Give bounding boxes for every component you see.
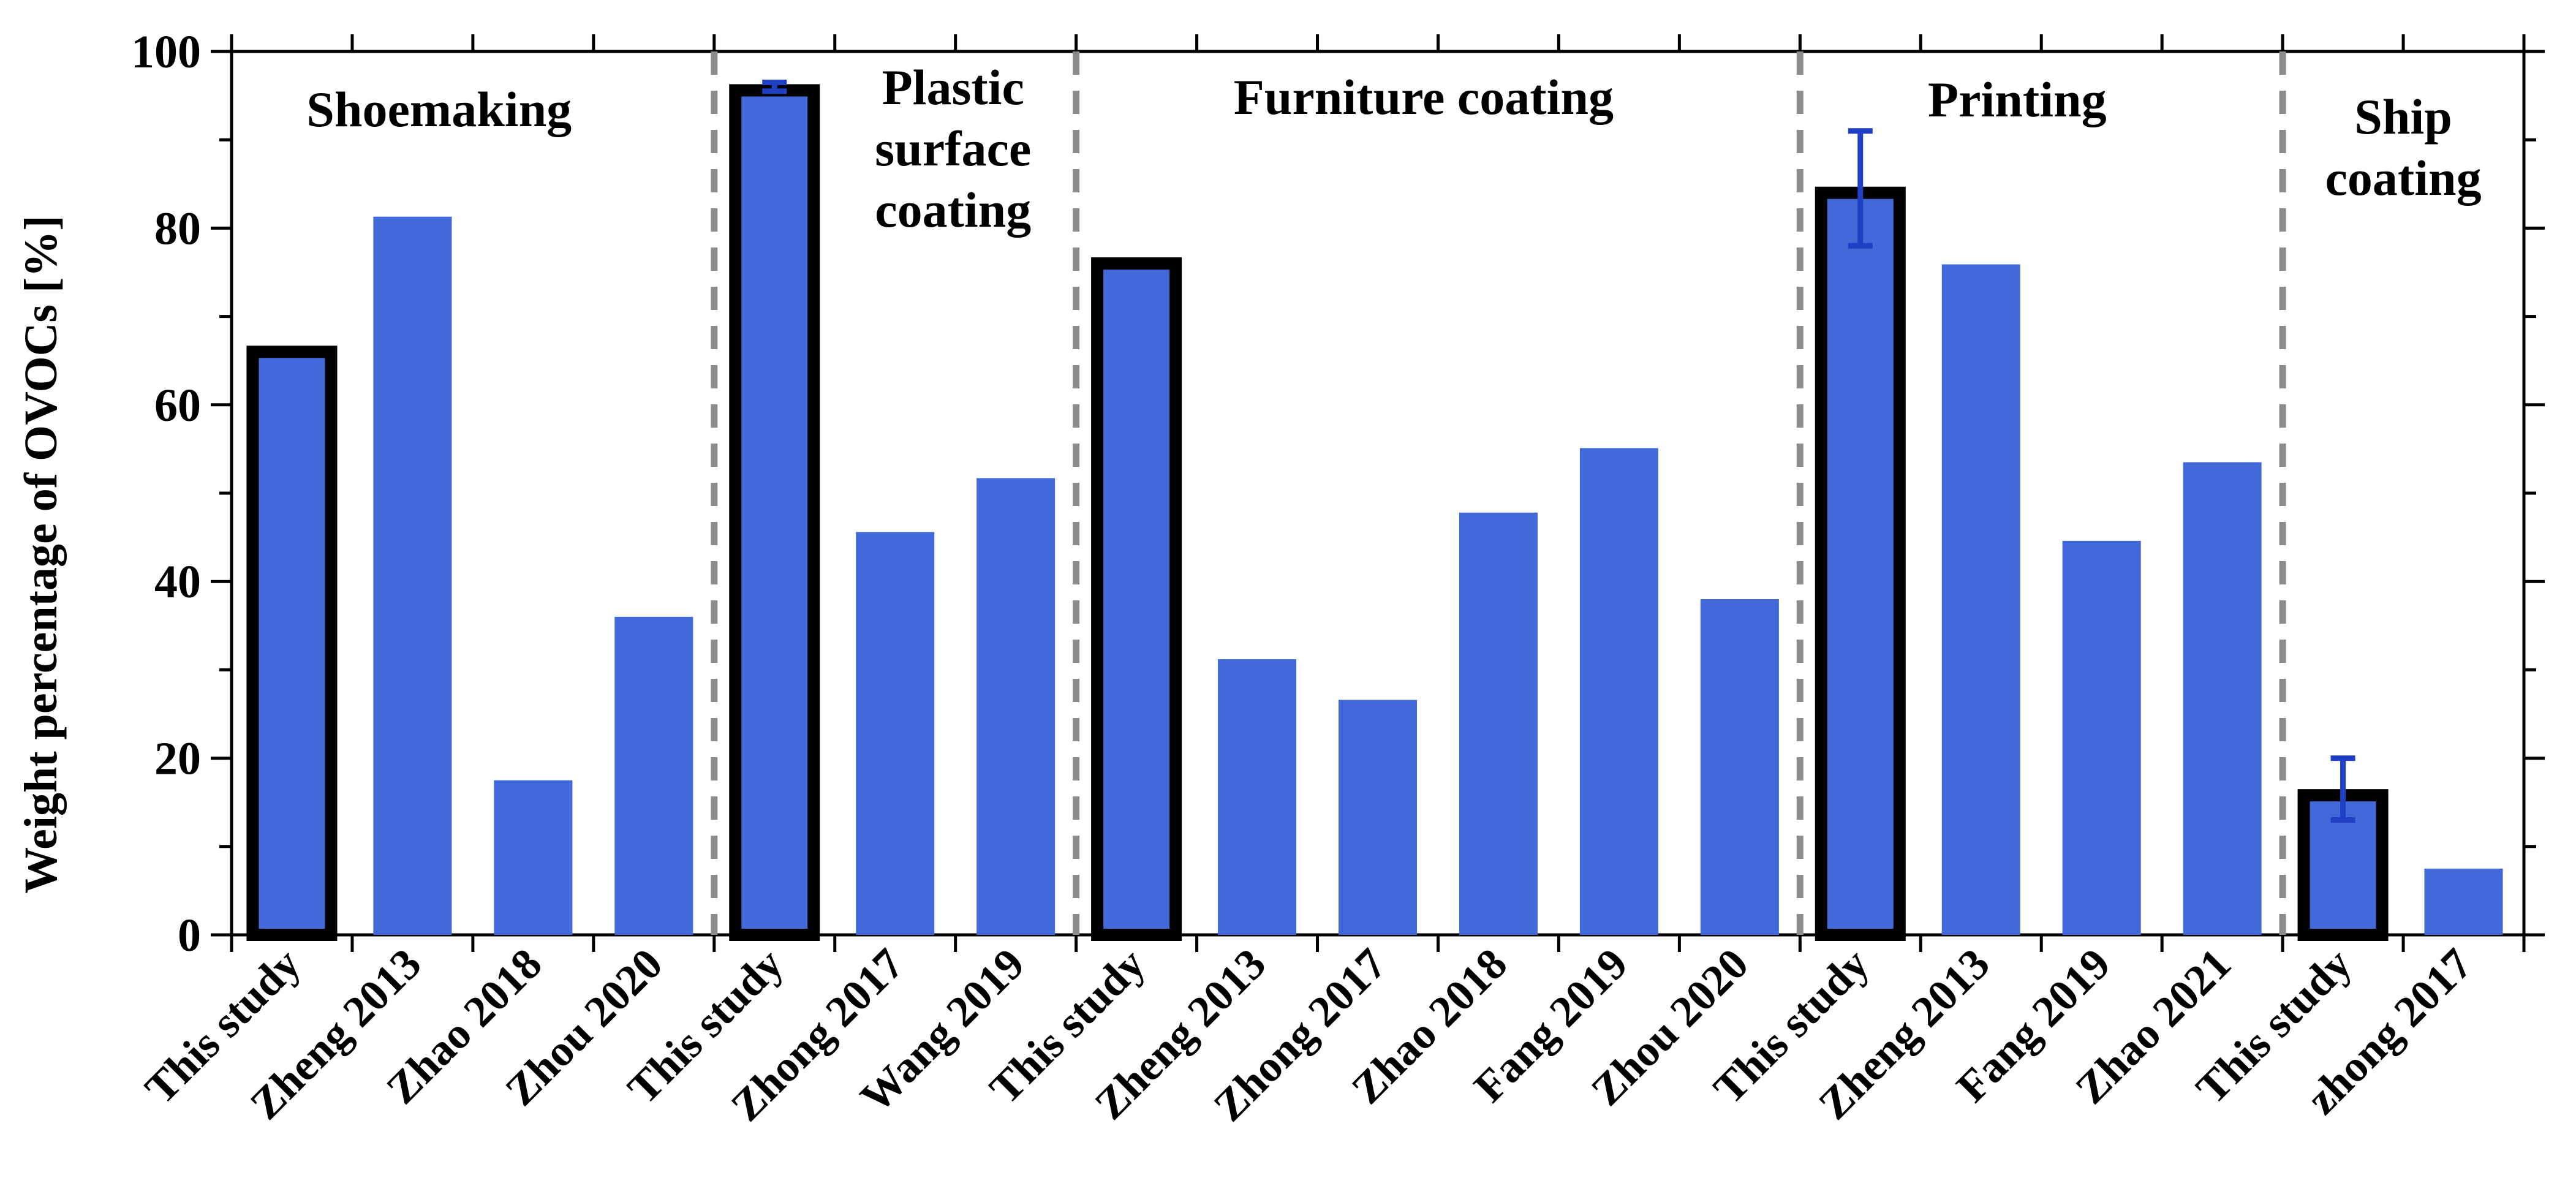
bar <box>2424 868 2503 935</box>
bar <box>494 780 573 935</box>
bar <box>1338 700 1418 935</box>
y-tick-label: 80 <box>154 203 201 254</box>
group-label: Furniture coating <box>1234 69 1614 125</box>
group-label: Ship <box>2354 89 2452 145</box>
bar-this-study <box>729 84 820 941</box>
bar <box>2062 540 2141 935</box>
group-label: coating <box>2325 150 2482 206</box>
group-label: coating <box>875 182 1031 238</box>
bar <box>1700 599 1779 935</box>
bar <box>2183 462 2262 935</box>
group-label: Printing <box>1928 72 2107 127</box>
bar <box>1579 448 1658 935</box>
bar-this-study <box>1091 257 1182 942</box>
bar <box>976 478 1056 935</box>
bar <box>373 216 452 935</box>
bar-this-study <box>246 346 338 941</box>
bar <box>614 616 693 935</box>
group-label: Shoemaking <box>306 81 572 137</box>
bar <box>1941 264 2020 935</box>
y-tick-label: 60 <box>154 380 201 431</box>
y-tick-label: 40 <box>154 556 201 608</box>
y-axis-label: Weight percentage of OVOCs [%] <box>15 215 67 893</box>
y-tick-label: 0 <box>178 910 201 961</box>
group-label: Plastic <box>882 59 1024 115</box>
y-tick-label: 20 <box>154 733 201 785</box>
bar <box>1218 659 1297 935</box>
y-tick-label: 100 <box>131 26 201 78</box>
group-label: surface <box>875 121 1031 176</box>
bar <box>856 532 935 935</box>
bar <box>1459 512 1538 935</box>
bar-this-study <box>1815 186 1906 942</box>
